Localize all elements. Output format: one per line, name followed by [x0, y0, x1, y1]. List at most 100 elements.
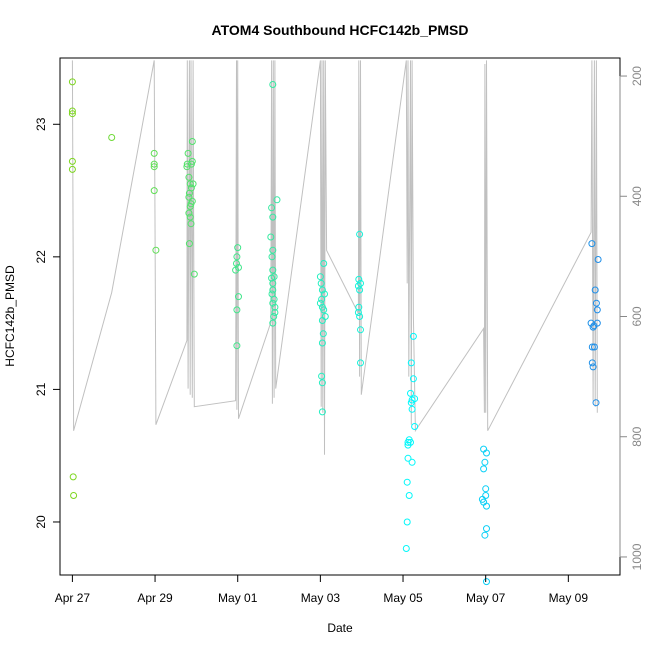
- y-axis: 20 21 22 23: [34, 117, 61, 529]
- data-point: [321, 290, 328, 298]
- data-point: [187, 200, 195, 208]
- data-point: [152, 246, 160, 254]
- data-point: [185, 240, 193, 248]
- x-tick-label: May 09: [549, 591, 589, 605]
- x-tick-label: Apr 27: [55, 591, 91, 605]
- data-point: [481, 458, 489, 466]
- data-point: [594, 256, 602, 263]
- data-point: [318, 379, 326, 387]
- data-point: [186, 213, 194, 221]
- data-point: [269, 81, 277, 88]
- data-point: [150, 160, 158, 168]
- data-point: [592, 299, 600, 307]
- data-point: [108, 134, 116, 141]
- data-point: [593, 319, 601, 327]
- data-point: [189, 180, 197, 188]
- data-point: [267, 233, 275, 241]
- plot-frame: [59, 57, 621, 576]
- data-point: [355, 275, 363, 283]
- data-point: [409, 332, 417, 340]
- y-tick-label: 22: [34, 250, 48, 264]
- data-point: [404, 441, 412, 449]
- secondary-y-tick-label: 200: [630, 66, 644, 86]
- data-point: [356, 313, 364, 320]
- data-point: [186, 180, 194, 188]
- data-point: [268, 253, 276, 261]
- data-point: [269, 213, 277, 221]
- data-point: [411, 423, 419, 430]
- x-tick-label: May 05: [383, 591, 423, 605]
- data-point: [483, 578, 490, 586]
- data-point: [232, 266, 240, 274]
- data-point: [318, 408, 326, 416]
- data-point: [235, 293, 242, 301]
- data-point: [318, 339, 326, 347]
- data-point: [188, 138, 196, 145]
- data-point: [187, 160, 195, 168]
- data-point: [268, 274, 276, 282]
- y-axis-label: HCFC142b_PMSD: [3, 265, 17, 367]
- y-tick-label: 20: [34, 515, 48, 529]
- data-point: [268, 204, 276, 212]
- data-point: [407, 399, 415, 407]
- pressure-trace-line: [71, 60, 598, 455]
- data-point: [480, 465, 488, 473]
- data-point: [408, 458, 416, 466]
- data-point: [185, 209, 193, 217]
- data-point: [70, 492, 78, 499]
- data-point: [588, 240, 596, 248]
- data-point: [185, 193, 193, 201]
- data-point: [271, 309, 279, 316]
- data-point: [317, 279, 325, 287]
- data-point: [273, 196, 281, 204]
- secondary-y-axis: 200 400 600 800 1000: [619, 66, 644, 570]
- data-point: [234, 244, 242, 252]
- data-point: [233, 260, 240, 267]
- data-point: [318, 295, 326, 303]
- data-point: [357, 326, 364, 334]
- data-point: [68, 165, 76, 173]
- data-point: [482, 492, 490, 499]
- y-tick-label: 21: [34, 382, 48, 396]
- x-axis-label: Date: [327, 621, 353, 635]
- data-point: [403, 518, 411, 526]
- data-point: [409, 375, 417, 383]
- data-point: [233, 306, 241, 314]
- data-point: [408, 405, 416, 413]
- data-point: [68, 78, 76, 86]
- data-point: [407, 359, 415, 367]
- data-point: [589, 323, 597, 331]
- data-point: [68, 107, 76, 115]
- x-tick-label: Apr 29: [137, 591, 173, 605]
- data-point: [481, 531, 489, 539]
- data-point: [318, 286, 326, 294]
- secondary-y-tick-label: 800: [630, 426, 644, 446]
- data-point: [316, 273, 324, 281]
- data-point: [354, 282, 362, 290]
- data-point: [588, 359, 596, 367]
- data-point: [150, 149, 158, 157]
- data-point: [354, 309, 362, 316]
- chart-title: ATOM4 Southbound HCFC142b_PMSD: [212, 22, 469, 38]
- data-point: [269, 319, 277, 327]
- pressure-trace: [71, 60, 598, 455]
- data-point: [402, 545, 410, 552]
- y-tick-label: 23: [34, 117, 48, 131]
- data-point: [269, 286, 277, 294]
- data-point: [150, 163, 158, 171]
- data-point: [68, 110, 76, 118]
- data-point: [184, 149, 192, 157]
- data-point: [482, 485, 490, 493]
- data-point: [233, 342, 241, 350]
- data-point: [319, 330, 327, 338]
- secondary-y-tick-label: 600: [630, 306, 644, 326]
- data-point: [187, 220, 195, 228]
- x-tick-label: May 07: [466, 591, 506, 605]
- data-point: [355, 303, 363, 311]
- data-point: [316, 299, 324, 307]
- data-point: [588, 343, 596, 351]
- data-point: [589, 363, 597, 371]
- data-point: [269, 266, 277, 274]
- data-point: [404, 454, 412, 462]
